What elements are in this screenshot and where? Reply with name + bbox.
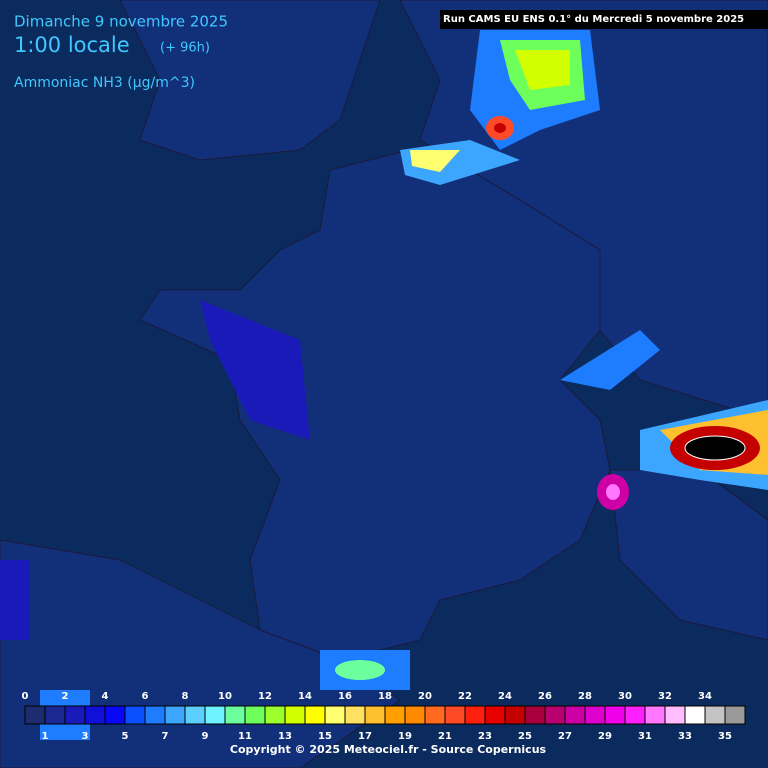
legend-swatch xyxy=(204,705,226,725)
legend-swatch xyxy=(644,705,666,725)
legend-label: 12 xyxy=(258,691,272,702)
legend-swatch xyxy=(704,705,726,725)
legend-swatch xyxy=(384,705,406,725)
legend-swatch xyxy=(304,705,326,725)
legend-swatch xyxy=(484,705,506,725)
legend-label: 14 xyxy=(298,691,312,702)
legend-label: 7 xyxy=(162,731,169,742)
legend-swatch xyxy=(244,705,266,725)
legend-label: 8 xyxy=(182,691,189,702)
time-label: 1:00 locale xyxy=(14,33,130,57)
legend-swatch xyxy=(584,705,606,725)
legend-label: 32 xyxy=(658,691,672,702)
legend-label: 20 xyxy=(418,691,432,702)
legend-swatch xyxy=(324,705,346,725)
legend-swatch xyxy=(224,705,246,725)
legend-swatch xyxy=(504,705,526,725)
concentration-areas xyxy=(0,30,768,740)
legend-swatch xyxy=(364,705,386,725)
legend-label: 16 xyxy=(338,691,352,702)
variable-label: Ammoniac NH3 (µg/m^3) xyxy=(14,75,195,91)
legend-label: 17 xyxy=(358,731,372,742)
legend-label: 31 xyxy=(638,731,652,742)
legend-swatch xyxy=(64,705,86,725)
legend-swatch xyxy=(24,705,46,725)
legend-label: 0 xyxy=(22,691,29,702)
legend-swatch xyxy=(564,705,586,725)
legend-label: 5 xyxy=(122,731,129,742)
date-label: Dimanche 9 novembre 2025 xyxy=(14,13,228,31)
legend-label: 18 xyxy=(378,691,392,702)
legend-swatch xyxy=(604,705,626,725)
legend-swatch xyxy=(524,705,546,725)
legend-label: 4 xyxy=(102,691,109,702)
legend-swatch xyxy=(164,705,186,725)
legend-swatch xyxy=(444,705,466,725)
copyright: Copyright © 2025 Meteociel.fr - Source C… xyxy=(230,743,547,756)
legend-swatch xyxy=(624,705,646,725)
lead-label: (+ 96h) xyxy=(160,41,210,56)
run-info: Run CAMS EU ENS 0.1° du Mercredi 5 novem… xyxy=(443,14,744,25)
legend-swatch xyxy=(124,705,146,725)
legend-swatch xyxy=(464,705,486,725)
legend-swatch xyxy=(664,705,686,725)
legend-label: 21 xyxy=(438,731,452,742)
legend-swatch xyxy=(684,705,706,725)
legend-label: 23 xyxy=(478,731,492,742)
legend-label: 35 xyxy=(718,731,732,742)
legend-label: 33 xyxy=(678,731,692,742)
legend-swatch xyxy=(344,705,366,725)
legend-label: 13 xyxy=(278,731,292,742)
legend-swatch xyxy=(264,705,286,725)
legend-label: 9 xyxy=(202,731,209,742)
legend-swatch xyxy=(404,705,426,725)
legend-label: 10 xyxy=(218,691,232,702)
legend-label: 34 xyxy=(698,691,712,702)
legend-label: 29 xyxy=(598,731,612,742)
legend-swatch xyxy=(724,705,746,725)
legend-swatch xyxy=(424,705,446,725)
legend-label: 1 xyxy=(42,731,49,742)
run-banner xyxy=(440,10,768,29)
legend-label: 2 xyxy=(62,691,69,702)
legend-label: 30 xyxy=(618,691,632,702)
legend-label: 22 xyxy=(458,691,472,702)
legend-label: 25 xyxy=(518,731,532,742)
legend-label: 24 xyxy=(498,691,512,702)
color-legend: 0123456789101112131415161718192021222324… xyxy=(22,691,746,742)
legend-label: 3 xyxy=(82,731,89,742)
legend-label: 27 xyxy=(558,731,572,742)
legend-label: 19 xyxy=(398,731,412,742)
legend-swatch xyxy=(144,705,166,725)
legend-swatch xyxy=(84,705,106,725)
legend-label: 26 xyxy=(538,691,552,702)
legend-swatch xyxy=(544,705,566,725)
legend-swatch xyxy=(104,705,126,725)
legend-label: 28 xyxy=(578,691,592,702)
legend-swatch xyxy=(44,705,66,725)
legend-label: 15 xyxy=(318,731,332,742)
legend-swatch xyxy=(284,705,306,725)
legend-label: 6 xyxy=(142,691,149,702)
legend-label: 11 xyxy=(238,731,252,742)
legend-swatch xyxy=(184,705,206,725)
